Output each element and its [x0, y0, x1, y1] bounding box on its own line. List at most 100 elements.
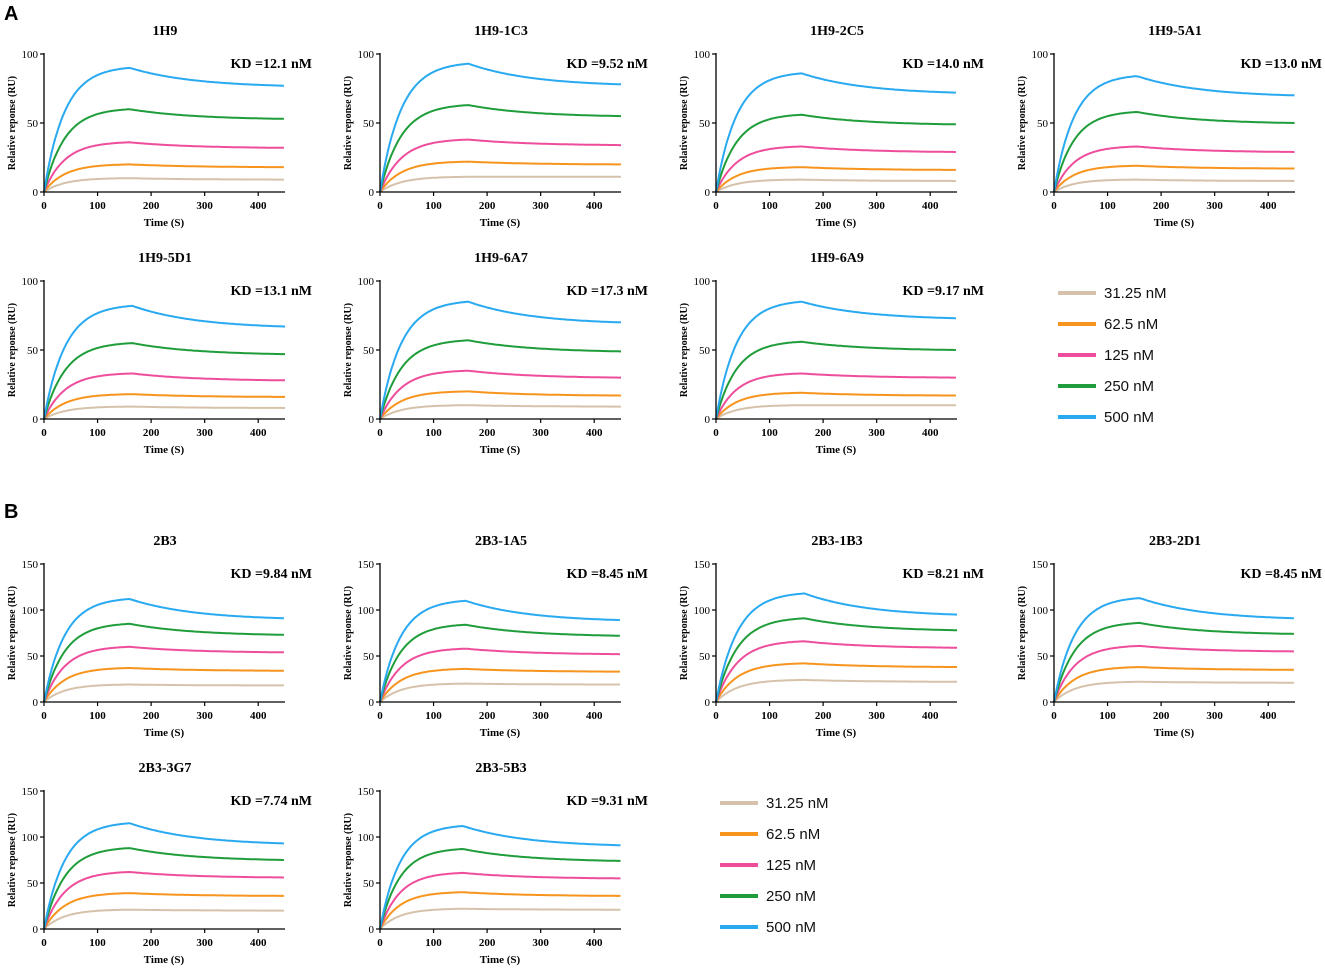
x-tick-label: 200	[143, 937, 160, 949]
x-tick-label: 100	[1099, 710, 1116, 722]
series-line	[715, 678, 957, 703]
x-tick-label: 300	[868, 427, 885, 439]
y-axis-label: Relative reponse (RU)	[679, 76, 690, 170]
legend-label: 31.25 nM	[766, 795, 829, 812]
y-axis-label: Relative reponse (RU)	[343, 76, 354, 170]
legend-a: 31.25 nM 62.5 nM 125 nM 250 nM 500 nM	[1058, 285, 1167, 426]
kd-annotation: KD =9.17 nM	[903, 284, 984, 299]
legend-label: 62.5 nM	[766, 826, 820, 843]
x-tick-label: 100	[89, 710, 106, 722]
y-tick-label: 50	[363, 878, 375, 890]
series-line	[379, 160, 621, 193]
x-tick-label: 100	[89, 200, 106, 212]
chart-title: 1H9-6A7	[474, 251, 528, 266]
x-tick-label: 0	[713, 710, 719, 722]
x-tick-label: 400	[586, 200, 603, 212]
x-tick-label: 200	[815, 427, 832, 439]
x-tick-label: 0	[713, 200, 719, 212]
y-tick-label: 0	[705, 187, 711, 199]
y-axis-label: Relative reponse (RU)	[7, 813, 18, 907]
chart-1h9-1c3: 1H9-1C3 KD =9.52 nM 0 50 100 0 100 200 300 400 Tim…	[343, 24, 648, 229]
y-tick-label: 150	[358, 786, 375, 798]
x-axis-label: Time (S)	[144, 217, 185, 229]
x-tick-label: 100	[425, 710, 442, 722]
series-line	[379, 599, 620, 703]
kd-annotation: KD =9.52 nM	[567, 57, 648, 72]
y-tick-label: 50	[699, 651, 711, 663]
chart-2b3-1b3: 2B3-1B3 KD =8.21 nM 0 50 100 150 0 100 200 300 400…	[679, 534, 984, 739]
series-line	[715, 372, 956, 420]
series-line	[379, 390, 621, 420]
x-tick-label: 300	[532, 710, 549, 722]
y-tick-label: 150	[694, 559, 711, 571]
x-axis-label: Time (S)	[480, 217, 521, 229]
x-tick-label: 400	[250, 937, 267, 949]
x-tick-label: 200	[1153, 710, 1170, 722]
y-tick-label: 50	[363, 118, 375, 130]
series-line	[379, 62, 622, 193]
y-tick-label: 100	[694, 605, 711, 617]
x-tick-label: 0	[1051, 200, 1057, 212]
y-tick-label: 0	[33, 924, 39, 936]
y-tick-label: 100	[694, 49, 711, 61]
chart-title: 2B3-3G7	[139, 761, 192, 776]
x-tick-label: 300	[868, 200, 885, 212]
series-line	[1053, 178, 1295, 193]
series-line	[715, 404, 956, 420]
y-tick-label: 100	[22, 605, 39, 617]
y-axis-label: Relative reponse (RU)	[343, 303, 354, 397]
y-axis-label: Relative reponse (RU)	[7, 76, 18, 170]
x-tick-label: 0	[377, 710, 383, 722]
series-line	[43, 871, 284, 930]
series-line	[43, 667, 284, 703]
x-tick-label: 400	[1260, 200, 1277, 212]
x-tick-label: 0	[41, 710, 47, 722]
x-tick-label: 200	[479, 937, 496, 949]
y-axis-label: Relative reponse (RU)	[679, 303, 690, 397]
y-tick-label: 0	[1043, 697, 1049, 709]
y-tick-label: 100	[358, 832, 375, 844]
series-line	[715, 145, 956, 193]
x-tick-label: 0	[41, 200, 47, 212]
series-line	[43, 304, 285, 420]
x-tick-label: 300	[196, 427, 213, 439]
series-line	[379, 907, 621, 930]
series-line	[379, 848, 621, 930]
x-tick-label: 400	[922, 200, 939, 212]
chart-title: 1H9-1C3	[474, 24, 528, 39]
series-line	[1053, 680, 1294, 703]
legend-label: 250 nM	[1104, 378, 1154, 395]
y-tick-label: 100	[1032, 49, 1049, 61]
y-tick-label: 0	[33, 414, 39, 426]
x-tick-label: 400	[250, 710, 267, 722]
y-tick-label: 0	[33, 187, 39, 199]
x-axis-label: Time (S)	[816, 444, 857, 456]
y-axis-label: Relative reponse (RU)	[343, 586, 354, 680]
legend-label: 125 nM	[766, 857, 816, 874]
x-tick-label: 100	[761, 427, 778, 439]
x-tick-label: 100	[1099, 200, 1116, 212]
x-axis-label: Time (S)	[816, 217, 857, 229]
kd-annotation: KD =7.74 nM	[231, 794, 312, 809]
chart-title: 2B3-5B3	[475, 761, 526, 776]
x-axis-label: Time (S)	[816, 727, 857, 739]
x-tick-label: 400	[922, 427, 939, 439]
y-tick-label: 100	[358, 605, 375, 617]
series-line	[43, 405, 285, 420]
series-line	[715, 340, 956, 420]
x-axis-label: Time (S)	[1154, 727, 1195, 739]
series-line	[43, 847, 284, 930]
y-tick-label: 0	[369, 414, 375, 426]
kd-annotation: KD =13.0 nM	[1241, 57, 1322, 72]
y-tick-label: 0	[33, 697, 39, 709]
x-tick-label: 0	[1051, 710, 1057, 722]
chart-2b3: 2B3 KD =9.84 nM 0 50 100 150 0 100 200 300 400 Time…	[7, 534, 312, 739]
y-tick-label: 100	[22, 276, 39, 288]
x-tick-label: 400	[586, 710, 603, 722]
series-line	[43, 645, 284, 703]
x-tick-label: 300	[196, 200, 213, 212]
x-tick-label: 300	[1206, 200, 1223, 212]
chart-title: 2B3-2D1	[1149, 534, 1201, 549]
y-axis-label: Relative reponse (RU)	[343, 813, 354, 907]
